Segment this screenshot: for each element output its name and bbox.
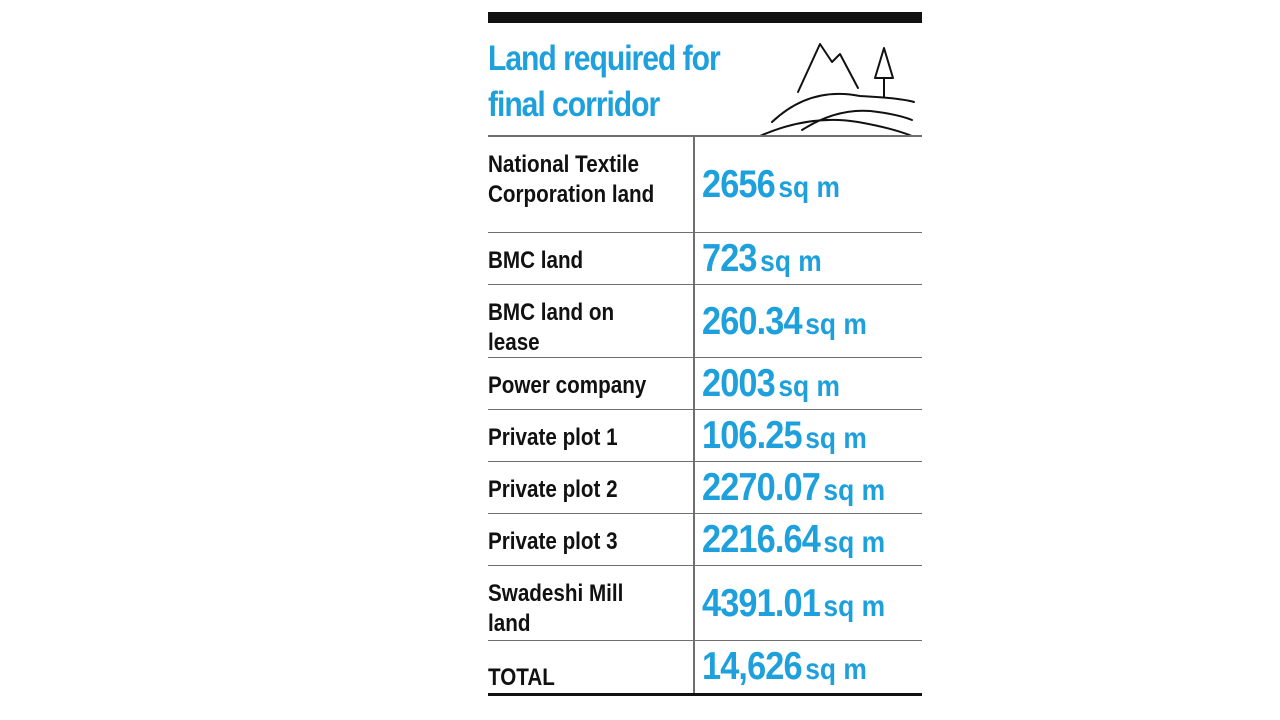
row-label: BMC land on lease	[488, 298, 656, 358]
chart-title: Land required for final corridor	[488, 36, 737, 128]
value-unit: sq m	[823, 474, 886, 507]
row-label: Power company	[488, 371, 656, 401]
table-row: BMC land on lease 260.34 sq m	[488, 285, 922, 358]
row-label-line: Private plot 1	[488, 424, 618, 451]
row-value: 2270.07 sq m	[702, 465, 885, 519]
row-label: Private plot 1	[488, 423, 656, 453]
value-number: 260.34	[702, 299, 803, 343]
row-label: Private plot 3	[488, 527, 656, 557]
row-label: Swadeshi Mill land	[488, 579, 656, 639]
value-unit: sq m	[805, 653, 867, 686]
row-label-line: Private plot 2	[488, 476, 618, 503]
bottom-rule	[488, 693, 922, 696]
value-number: 4391.01	[702, 581, 821, 625]
row-label-line: Swadeshi Mill	[488, 580, 624, 607]
table-row: Private plot 3 2216.64 sq m	[488, 514, 922, 566]
table-row: Power company 2003 sq m	[488, 358, 922, 410]
row-value: 2656 sq m	[702, 162, 840, 216]
title-line-2: final corridor	[488, 85, 660, 124]
row-label-line: BMC land	[488, 247, 584, 274]
value-unit: sq m	[778, 370, 840, 403]
row-label: BMC land	[488, 246, 656, 276]
value-unit: sq m	[805, 422, 867, 455]
row-label: TOTAL	[488, 663, 656, 693]
table-row: Private plot 2 2270.07 sq m	[488, 462, 922, 514]
title-line-1: Land required for	[488, 39, 721, 78]
row-label-line: Corporation land	[488, 181, 655, 208]
row-value: 723 sq m	[702, 236, 822, 290]
top-bar	[488, 12, 922, 23]
value-unit: sq m	[805, 307, 867, 341]
row-label-line: lease	[488, 329, 540, 356]
value-number: 106.25	[702, 414, 803, 457]
row-value: 106.25 sq m	[702, 413, 867, 467]
row-label-line: Private plot 3	[488, 528, 618, 555]
value-unit: sq m	[778, 171, 840, 204]
value-number: 2270.07	[702, 466, 821, 509]
row-label-line: TOTAL	[488, 664, 555, 691]
table-row: BMC land 723 sq m	[488, 233, 922, 285]
value-number: 2656	[702, 163, 776, 206]
row-value: 2003 sq m	[702, 361, 840, 415]
row-label-line: land	[488, 610, 531, 637]
value-unit: sq m	[823, 589, 886, 623]
table-row: Swadeshi Mill land 4391.01 sq m	[488, 566, 922, 641]
table-row: National Textile Corporation land 2656 sq m	[488, 137, 922, 233]
value-number: 2216.64	[702, 518, 821, 561]
row-label: Private plot 2	[488, 475, 656, 505]
column-divider	[693, 137, 695, 693]
row-value: 14,626 sq m	[702, 644, 867, 698]
row-value: 4391.01 sq m	[702, 581, 885, 635]
value-number: 723	[702, 237, 758, 280]
value-number: 14,626	[702, 645, 803, 688]
mountains-hills-tree-icon	[760, 43, 915, 136]
row-label-line: Power company	[488, 372, 647, 399]
land-table-graphic: Land required for final corridor Nationa…	[488, 12, 922, 697]
row-value: 2216.64 sq m	[702, 517, 885, 571]
value-number: 2003	[702, 362, 776, 405]
table-row: Private plot 1 106.25 sq m	[488, 410, 922, 462]
total-row: TOTAL 14,626 sq m	[488, 641, 922, 693]
value-unit: sq m	[823, 526, 886, 559]
row-value: 260.34 sq m	[702, 299, 867, 353]
row-label: National Textile Corporation land	[488, 150, 656, 210]
data-table: National Textile Corporation land 2656 sq m…	[488, 137, 922, 693]
header-rule	[488, 135, 922, 137]
row-label-line: BMC land on	[488, 299, 615, 326]
value-unit: sq m	[760, 245, 822, 278]
row-label-line: National Textile	[488, 151, 640, 178]
